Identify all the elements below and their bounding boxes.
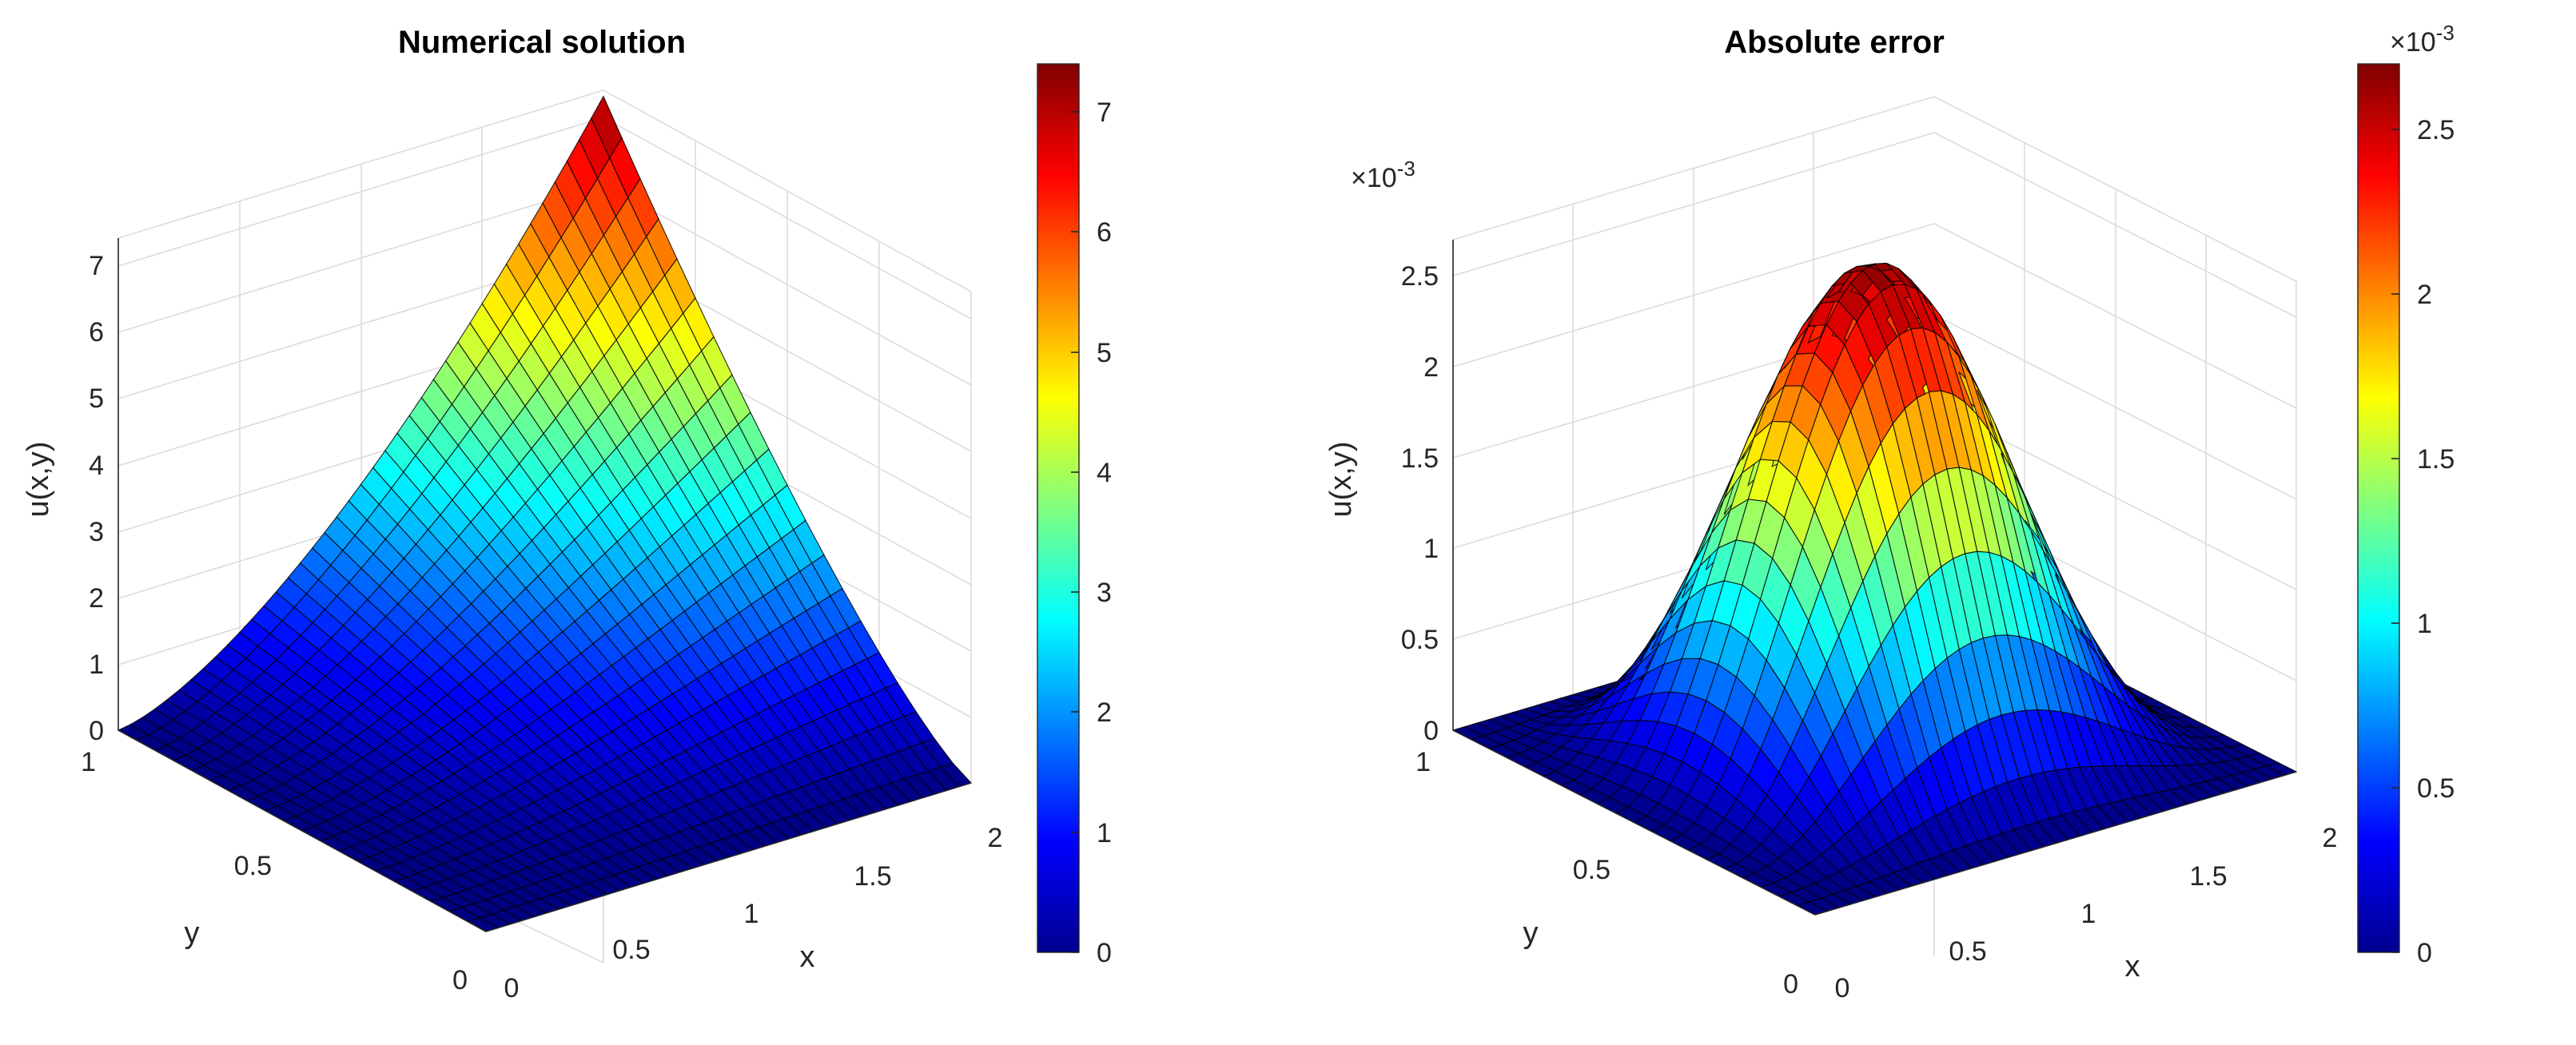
plot2-title: Absolute error xyxy=(1724,25,1945,60)
plot2-ztick: 2.5 xyxy=(1401,261,1439,292)
plot2-y-ticks: 1 0.5 0 xyxy=(1415,747,1798,999)
plot1-cbar-tick: 5 xyxy=(1097,338,1112,368)
plot2-x-ticks: 0 0.5 1 1.5 2 xyxy=(1835,823,2338,1003)
plot2-ztick: 2 xyxy=(1423,352,1439,383)
plot2-cbar-tick: 0 xyxy=(2417,938,2432,968)
plot2-xlabel: x xyxy=(2125,950,2140,983)
plot2-zlabel: u(x,y) xyxy=(1324,442,1358,518)
plot1-ytick: 0.5 xyxy=(234,851,272,881)
plot1-ztick: 6 xyxy=(89,317,104,348)
plot2-xtick: 0.5 xyxy=(1949,936,1986,967)
plot2-colorbar-gradient xyxy=(2357,63,2400,953)
plot2-ztick: 0.5 xyxy=(1401,625,1439,655)
plot2-ytick: 1 xyxy=(1415,747,1431,777)
plot2-ztick: 1 xyxy=(1423,534,1439,564)
plot1-xtick: 2 xyxy=(988,823,1003,853)
plot1-ytick: 1 xyxy=(81,747,96,777)
plot2-cbar-tick: 1.5 xyxy=(2417,444,2455,475)
plot1-xtick: 0.5 xyxy=(612,935,650,965)
plot2-surface xyxy=(1451,263,2298,916)
plot2-z-ticks: 0 0.5 1 1.5 2 2.5 xyxy=(1401,261,1439,746)
plot1-cbar-tick: 6 xyxy=(1097,217,1112,248)
plot1-xlabel: x xyxy=(800,940,815,974)
plot2-cbar-tick: 1 xyxy=(2417,609,2432,639)
plot1-xtick: 0 xyxy=(504,973,520,1003)
plot2-xtick: 1.5 xyxy=(2189,861,2227,892)
plot1-z-ticks: 0 1 2 3 4 5 6 7 xyxy=(89,251,104,746)
plot1-cbar-tick: 3 xyxy=(1097,578,1112,608)
plot1-cbar-tick: 0 xyxy=(1097,938,1112,968)
plot1-zlabel: u(x,y) xyxy=(22,442,55,518)
plot1-ztick: 5 xyxy=(89,383,104,414)
plot1-ztick: 0 xyxy=(89,716,104,746)
plot2-cbar-tick: 2 xyxy=(2417,280,2432,310)
plot1-colorbar-gradient xyxy=(1037,63,1080,953)
plot2-colorbar-exponent: ×10-3 xyxy=(2390,21,2455,58)
plot1-ylabel: y xyxy=(185,916,200,950)
plot2-ztick: 1.5 xyxy=(1401,443,1439,474)
plot1-cbar-tick: 4 xyxy=(1097,458,1112,488)
plot1-ztick: 3 xyxy=(89,517,104,547)
plot1-ztick: 1 xyxy=(89,650,104,680)
plot1-y-ticks: 1 0.5 0 xyxy=(81,747,468,995)
plot2-xtick: 0 xyxy=(1835,973,1850,1003)
plot1-ztick: 7 xyxy=(89,251,104,281)
numerical-solution-plot: Numerical solution xyxy=(22,25,1112,1003)
plot1-colorbar-ticks: 0 1 2 3 4 5 6 7 xyxy=(1071,97,1112,968)
plot1-surface xyxy=(117,95,972,932)
plot1-title: Numerical solution xyxy=(398,25,686,60)
plot2-cbar-tick: 2.5 xyxy=(2417,115,2455,145)
plot2-colorbar: 0 0.5 1 1.5 2 2.5 ×10-3 xyxy=(2357,21,2455,968)
plot1-ztick: 4 xyxy=(89,451,104,481)
plot2-xtick: 1 xyxy=(2081,899,2096,929)
plot2-colorbar-ticks: 0 0.5 1 1.5 2 2.5 xyxy=(2391,115,2455,968)
absolute-error-plot: Absolute error xyxy=(1324,21,2455,1003)
plot2-z-exponent: ×10-3 xyxy=(1351,157,1415,193)
plot2-ztick: 0 xyxy=(1423,716,1439,746)
plot1-colorbar: 0 1 2 3 4 5 6 7 xyxy=(1037,63,1112,968)
plot1-cbar-tick: 7 xyxy=(1097,97,1112,128)
plot1-cbar-tick: 2 xyxy=(1097,697,1112,728)
plot1-xtick: 1.5 xyxy=(854,861,891,892)
plot1-axes xyxy=(117,238,972,932)
plot2-ylabel: y xyxy=(1523,916,1539,950)
plot2-ytick: 0 xyxy=(1783,969,1798,999)
plot2-cbar-tick: 0.5 xyxy=(2417,773,2455,804)
plot2-xtick: 2 xyxy=(2323,823,2338,853)
plot2-ytick: 0.5 xyxy=(1573,855,1610,885)
plot1-ytick: 0 xyxy=(452,965,468,995)
plot1-xtick: 1 xyxy=(744,899,759,929)
plot1-ztick: 2 xyxy=(89,583,104,614)
plot1-x-ticks: 0 0.5 1 1.5 2 xyxy=(504,823,1003,1003)
plot1-cbar-tick: 1 xyxy=(1097,818,1112,848)
plot2-axes xyxy=(1452,240,2297,916)
